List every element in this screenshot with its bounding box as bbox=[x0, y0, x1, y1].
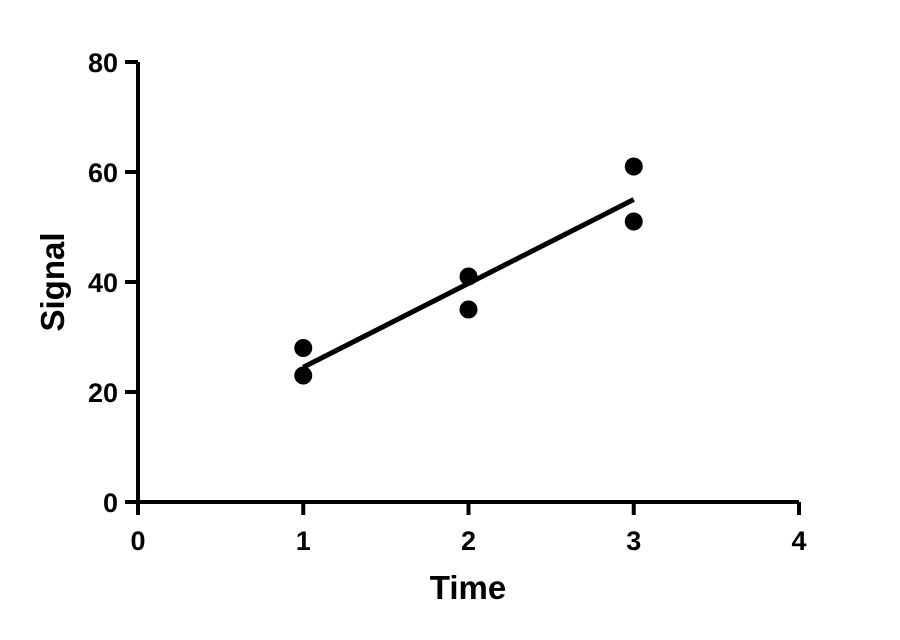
x-tick-label: 2 bbox=[461, 526, 476, 556]
y-tick-label: 80 bbox=[88, 48, 118, 78]
y-tick-label: 40 bbox=[88, 268, 118, 298]
axes-layer bbox=[136, 62, 799, 504]
x-tick-label: 4 bbox=[791, 526, 806, 556]
data-point bbox=[624, 212, 643, 231]
points-layer bbox=[294, 157, 643, 385]
x-tick-label: 3 bbox=[626, 526, 641, 556]
y-tick-label: 60 bbox=[88, 158, 118, 188]
y-tick-label: 20 bbox=[88, 378, 118, 408]
y-axis-title: Signal bbox=[34, 232, 71, 331]
y-tick-label: 0 bbox=[103, 488, 118, 518]
x-tick-label: 1 bbox=[296, 526, 311, 556]
labels-layer: Time Signal bbox=[34, 232, 506, 606]
data-point bbox=[294, 366, 313, 385]
data-point bbox=[294, 339, 313, 357]
x-axis-title: Time bbox=[430, 569, 506, 606]
data-point bbox=[459, 267, 478, 286]
x-tick-label: 0 bbox=[130, 526, 145, 556]
data-point bbox=[624, 157, 643, 176]
data-point bbox=[459, 300, 478, 319]
